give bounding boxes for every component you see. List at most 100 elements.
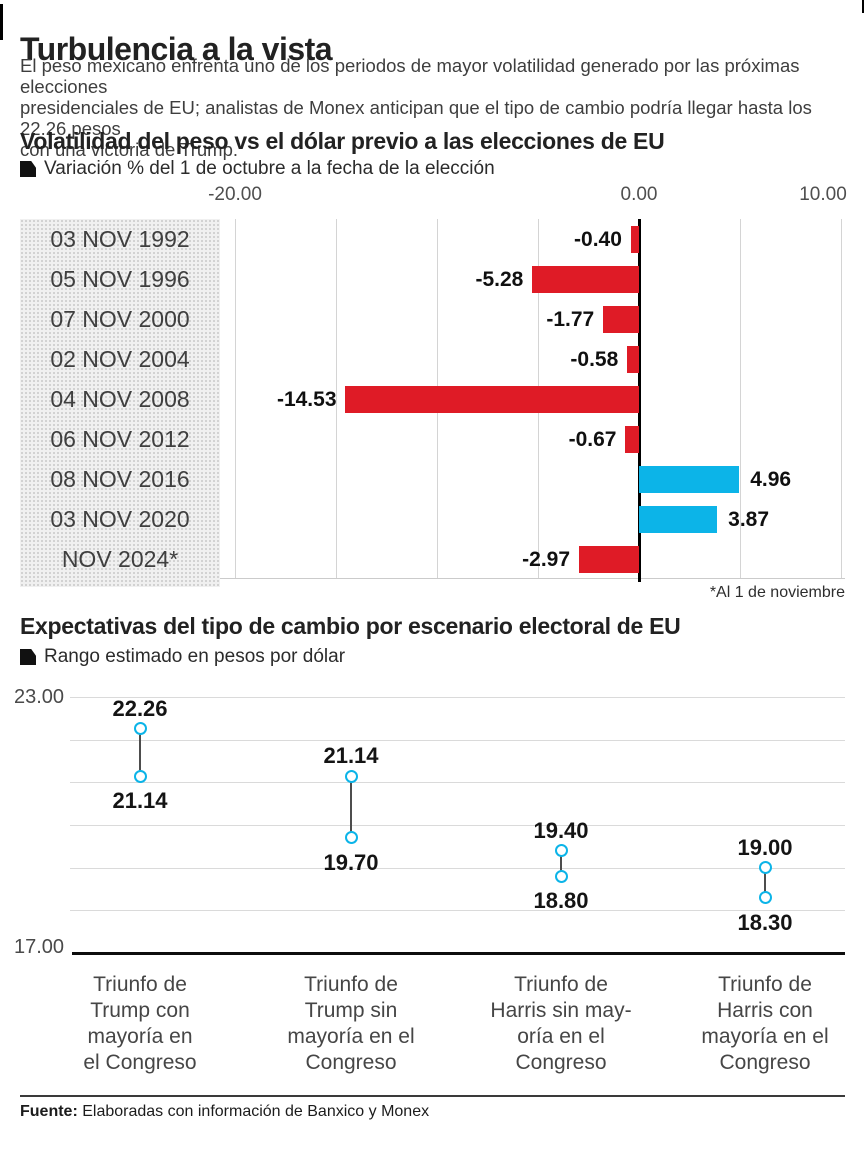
bar-value-label: -0.40 xyxy=(574,227,622,251)
scenario-label: Triunfo de Trump con mayoría en el Congreso xyxy=(30,972,250,1076)
x-axis-tick-label: -20.00 xyxy=(208,184,262,205)
scenario-label: Triunfo de Harris sin may-oría en el Congr… xyxy=(451,972,671,1076)
range-marker-circle xyxy=(133,722,147,736)
range-low-label: 19.70 xyxy=(323,849,379,875)
intro-line: con una victoria de Trump. xyxy=(20,139,238,160)
gridline-horizontal xyxy=(70,782,845,784)
category-label: 04 NOV 2008 xyxy=(50,386,190,412)
scenario-label-line: Triunfo de xyxy=(93,973,187,996)
zero-axis-line xyxy=(637,219,641,582)
chart2-legend-label: Rango estimado en pesos por dólar xyxy=(44,646,346,667)
scenario-label-line: Trump sin xyxy=(304,999,398,1022)
intro-text: El peso mexicano enfrenta uno de los per… xyxy=(20,55,842,160)
scenario-label: Triunfo de Trump sin mayoría en el Congreso xyxy=(241,972,461,1076)
bar xyxy=(639,465,740,493)
left-crop-mark xyxy=(0,4,3,40)
chart2-title: Expectativas del tipo de cambio por esce… xyxy=(20,613,681,639)
bar-value-label: -5.28 xyxy=(475,267,524,291)
bar-value-label: -2.97 xyxy=(522,547,571,571)
y-axis-tick-label: 23.00 xyxy=(14,685,65,708)
gridline-horizontal xyxy=(70,824,845,826)
range-marker-circle xyxy=(758,891,772,905)
bar-value-label: 4.96 xyxy=(750,467,792,491)
bar-value-label: -14.53 xyxy=(276,387,337,411)
category-label: 03 NOV 2020 xyxy=(50,506,190,532)
range-connector xyxy=(139,728,141,777)
plot-baseline xyxy=(220,578,845,579)
scenario-label-line: el Congreso xyxy=(83,1051,197,1074)
gridline-vertical xyxy=(841,219,842,579)
bar-value-label: 3.87 xyxy=(728,507,770,531)
gridline-vertical xyxy=(740,219,741,579)
legend-marker-icon xyxy=(20,649,36,665)
range-connector xyxy=(350,776,352,838)
intro-line: presidenciales de EU; analistas de Monex… xyxy=(20,97,812,139)
range-marker-circle xyxy=(554,844,568,858)
scenario-label-line: mayoría en el xyxy=(287,1025,415,1048)
bar xyxy=(639,505,718,533)
gridline-horizontal xyxy=(70,910,845,912)
category-label: 06 NOV 2012 xyxy=(50,426,190,452)
bar xyxy=(625,425,639,453)
category-label: 08 NOV 2016 xyxy=(50,466,190,492)
source-line: Fuente: Elaboradas con información de Ba… xyxy=(20,1103,429,1121)
bar-value-label: -1.77 xyxy=(546,307,595,331)
scenario-label-line: Congreso xyxy=(515,1051,607,1074)
range-low-label: 18.30 xyxy=(737,909,793,935)
y-axis-tick-label: 17.00 xyxy=(14,936,65,958)
chart1-plot: 03 NOV 1992 -0.40 05 NOV 1996 -5.28 07 NOV 2… xyxy=(0,219,864,589)
gridline-vertical xyxy=(336,219,337,579)
gridline-horizontal xyxy=(70,696,845,698)
chart2-plot: 23.00 17.00 22.26 21.14 Triunfo de Trump con m… xyxy=(0,680,864,1080)
scenario-label-line: mayoría en el xyxy=(701,1025,829,1048)
scenario-label-line: Congreso xyxy=(719,1051,811,1074)
gridline-horizontal xyxy=(70,867,845,869)
scenario-label-line: Trump con xyxy=(90,999,190,1022)
range-low-label: 21.14 xyxy=(112,788,168,814)
chart1-legend-label: Variación % del 1 de octubre a la fecha … xyxy=(44,158,495,179)
footer-divider xyxy=(20,1095,845,1097)
range-marker-circle xyxy=(344,831,358,845)
right-crop-mark xyxy=(861,0,864,13)
scenario-label-line: Triunfo de xyxy=(304,973,398,996)
x-axis-baseline xyxy=(72,952,845,955)
category-label: 03 NOV 1992 xyxy=(50,226,190,252)
chart1-axis: -20.00 0.00 10.00 xyxy=(0,184,864,208)
scenario-label-line: mayoría en xyxy=(87,1025,193,1048)
scenario-label-line: Triunfo de xyxy=(718,973,812,996)
x-axis-tick-label: 0.00 xyxy=(620,184,658,205)
chart1-note: *Al 1 de noviembre xyxy=(709,584,845,601)
range-marker-circle xyxy=(344,769,358,783)
scenario-label-line: oría en el xyxy=(517,1025,605,1048)
category-label: 07 NOV 2000 xyxy=(50,306,190,332)
scenario-label-line: Congreso xyxy=(305,1051,397,1074)
category-label: 02 NOV 2004 xyxy=(50,346,190,372)
category-label-box xyxy=(20,219,220,587)
bar xyxy=(627,345,639,373)
chart2-legend: Rango estimado en pesos por dólar xyxy=(20,646,345,668)
range-high-label: 21.14 xyxy=(323,743,379,769)
range-marker-circle xyxy=(758,861,772,875)
range-high-label: 19.40 xyxy=(533,817,589,843)
range-connector xyxy=(764,867,766,898)
scenario-label-line: Triunfo de xyxy=(514,973,608,996)
scenario-label-line: Harris sin may- xyxy=(490,999,632,1022)
range-low-label: 18.80 xyxy=(533,888,589,914)
bar-value-label: -0.67 xyxy=(568,427,617,451)
range-high-label: 19.00 xyxy=(737,834,793,860)
scenario-label-line: Harris con xyxy=(717,999,813,1022)
intro-line: El peso mexicano enfrenta uno de los per… xyxy=(20,55,800,97)
bar xyxy=(630,225,639,253)
chart1-title: Volatilidad del peso vs el dólar previo … xyxy=(20,128,665,154)
source-label: Fuente: xyxy=(20,1103,78,1120)
source-text: Elaboradas con información de Banxico y … xyxy=(77,1103,430,1120)
range-marker-circle xyxy=(554,869,568,883)
gridline-horizontal xyxy=(70,739,845,741)
scenario-label: Triunfo de Harris con mayoría en el Congres… xyxy=(655,972,864,1076)
range-marker-circle xyxy=(133,769,147,783)
legend-marker-icon xyxy=(20,161,36,177)
category-label: 05 NOV 1996 xyxy=(50,266,190,292)
x-axis-tick-label: 10.00 xyxy=(799,184,847,205)
range-high-label: 22.26 xyxy=(112,695,168,721)
